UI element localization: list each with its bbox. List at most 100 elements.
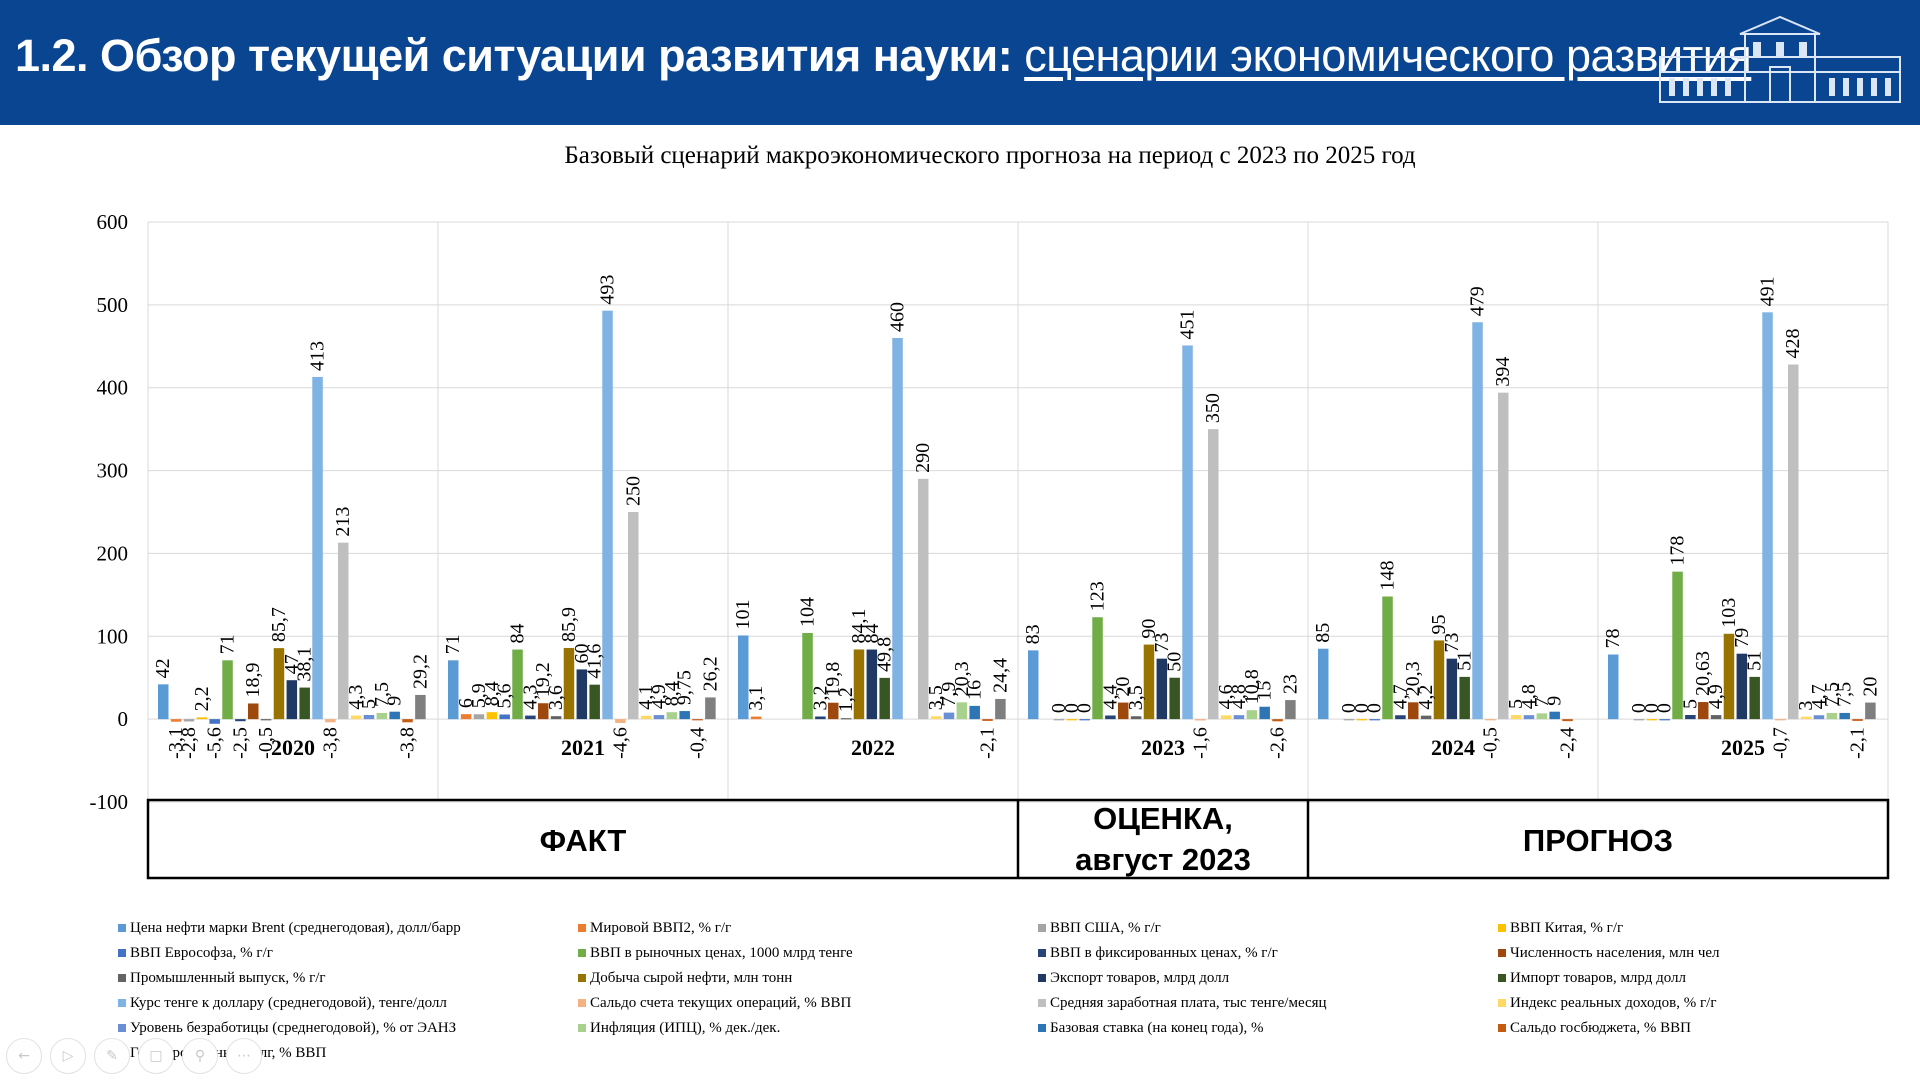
bar-data-label: 7,5 bbox=[371, 682, 393, 707]
bar-data-label: 49,8 bbox=[874, 637, 896, 672]
chart-bar bbox=[1672, 571, 1683, 720]
chart-bar bbox=[1549, 711, 1560, 720]
bar-data-label: -2,8 bbox=[178, 727, 200, 759]
bar-data-label: 73 bbox=[1151, 633, 1173, 653]
bar-data-label: -0,7 bbox=[1769, 727, 1791, 759]
chart-bar bbox=[1498, 392, 1509, 720]
chart-bar bbox=[415, 694, 426, 720]
legend-swatch bbox=[1498, 1024, 1506, 1032]
chart-bar bbox=[1800, 716, 1812, 720]
legend-item: Импорт товаров, млрд долл bbox=[1498, 967, 1798, 989]
bar-data-label: 60 bbox=[571, 643, 593, 663]
legend-label: Сальдо счета текущих операций, % ВВП bbox=[590, 994, 852, 1011]
chart-bar bbox=[1788, 364, 1799, 720]
building-logo-icon bbox=[1659, 15, 1901, 103]
bar-data-label: 79 bbox=[1731, 628, 1753, 648]
bar-data-label: 5 bbox=[1679, 699, 1701, 709]
chart-bar bbox=[1633, 719, 1645, 721]
chart-bar bbox=[892, 338, 903, 720]
legend-swatch bbox=[1038, 1024, 1046, 1032]
bar-data-label: 350 bbox=[1202, 393, 1224, 423]
more-icon[interactable]: ⋯ bbox=[226, 1038, 262, 1074]
chart-bar bbox=[512, 649, 523, 720]
legend-label: ВВП Еврософза, % г/г bbox=[130, 944, 273, 961]
bar-data-label: 84,1 bbox=[848, 608, 870, 643]
bar-data-label: -5,6 bbox=[204, 727, 226, 759]
chart-bar bbox=[1523, 715, 1535, 720]
bar-data-label: 178 bbox=[1667, 536, 1689, 566]
chart-bar bbox=[840, 718, 852, 720]
bar-data-label: 290 bbox=[912, 443, 934, 473]
chart-bar bbox=[363, 715, 375, 720]
chart-bar bbox=[1318, 648, 1329, 720]
phase-table: ФАКТ ОЦЕНКА, август 2023 ПРОГНОЗ bbox=[146, 798, 1890, 880]
bar-data-label: 4,4 bbox=[1099, 684, 1121, 709]
play-icon[interactable]: ▷ bbox=[50, 1038, 86, 1074]
presentation-nav: ← ▷ ✎ □ ⚲ ⋯ bbox=[6, 1038, 262, 1074]
chart-bar bbox=[338, 542, 349, 720]
slides-icon[interactable]: □ bbox=[138, 1038, 174, 1074]
chart-bar bbox=[1272, 719, 1283, 722]
chart-bar bbox=[1646, 719, 1658, 721]
chart-bar bbox=[1233, 715, 1245, 720]
x-tick-label: 2020 bbox=[271, 735, 315, 760]
bar-data-label: 123 bbox=[1087, 581, 1109, 611]
bar-data-label: -2,5 bbox=[229, 727, 251, 759]
bar-data-label: 101 bbox=[732, 599, 754, 629]
chart-bar bbox=[1865, 702, 1876, 720]
chart-bar bbox=[389, 711, 400, 720]
bar-data-label: 0 bbox=[1048, 703, 1070, 713]
bar-data-label: 3,5 bbox=[1125, 685, 1147, 710]
chart-bar bbox=[1826, 712, 1838, 720]
chart-bar bbox=[402, 719, 413, 723]
x-tick-label: 2021 bbox=[561, 735, 605, 760]
bar-data-label: 0 bbox=[1654, 703, 1676, 713]
legend-label: Уровень безработицы (среднегодовой), % о… bbox=[130, 1019, 457, 1036]
bar-data-label: 10,8 bbox=[1241, 669, 1263, 704]
chart-bar bbox=[170, 719, 182, 722]
chart-bar bbox=[956, 702, 968, 720]
bar-data-label: 6 bbox=[455, 698, 477, 708]
pen-icon[interactable]: ✎ bbox=[94, 1038, 130, 1074]
chart-bar bbox=[1813, 715, 1825, 720]
chart-bar bbox=[1839, 712, 1850, 720]
legend-swatch bbox=[578, 1024, 586, 1032]
chart-bar bbox=[666, 712, 678, 720]
y-tick-label: 100 bbox=[97, 624, 129, 648]
legend-swatch bbox=[578, 974, 586, 982]
bar-data-label: 460 bbox=[887, 302, 909, 332]
bar-data-label: 8,4 bbox=[481, 681, 503, 706]
chart-bar bbox=[1723, 633, 1735, 720]
chart-bar bbox=[1195, 719, 1206, 721]
chart-bar bbox=[448, 660, 459, 720]
bar-data-label: 0 bbox=[1061, 703, 1083, 713]
chart-bar bbox=[486, 712, 498, 720]
bar-data-label: 104 bbox=[797, 597, 819, 627]
bar-data-label: 4,8 bbox=[1518, 684, 1540, 709]
chart-bar bbox=[350, 715, 362, 720]
chart-bar bbox=[183, 719, 195, 722]
bar-data-label: 4,3 bbox=[519, 685, 541, 710]
zoom-icon[interactable]: ⚲ bbox=[182, 1038, 218, 1074]
chart-bar bbox=[853, 649, 865, 720]
chart-bar bbox=[1105, 715, 1116, 720]
legend-item: Промышленный выпуск, % г/г bbox=[118, 967, 578, 989]
bar-data-label: 7,5 bbox=[1821, 682, 1843, 707]
chart-bar bbox=[982, 719, 993, 721]
legend-label: Численность населения, млн чел bbox=[1510, 944, 1720, 961]
chart-bar bbox=[1659, 719, 1670, 721]
bar-data-label: 85,7 bbox=[268, 607, 290, 642]
chart-bar bbox=[815, 716, 826, 720]
legend-item: ВВП США, % г/г bbox=[1038, 917, 1498, 939]
bar-data-label: 4,7 bbox=[1808, 684, 1830, 709]
prev-icon[interactable]: ← bbox=[6, 1038, 42, 1074]
legend-item: ВВП в рыночных ценах, 1000 млрд тенге bbox=[578, 942, 1038, 964]
chart-bar bbox=[376, 712, 388, 720]
chart-bar bbox=[866, 649, 878, 720]
chart-bar bbox=[499, 714, 510, 720]
chart-bar bbox=[1485, 719, 1496, 721]
bar-data-label: 71 bbox=[442, 634, 464, 654]
bar-data-label: 1,2 bbox=[835, 687, 857, 712]
chart-bar bbox=[1420, 715, 1432, 720]
chart-bar bbox=[1118, 702, 1129, 720]
